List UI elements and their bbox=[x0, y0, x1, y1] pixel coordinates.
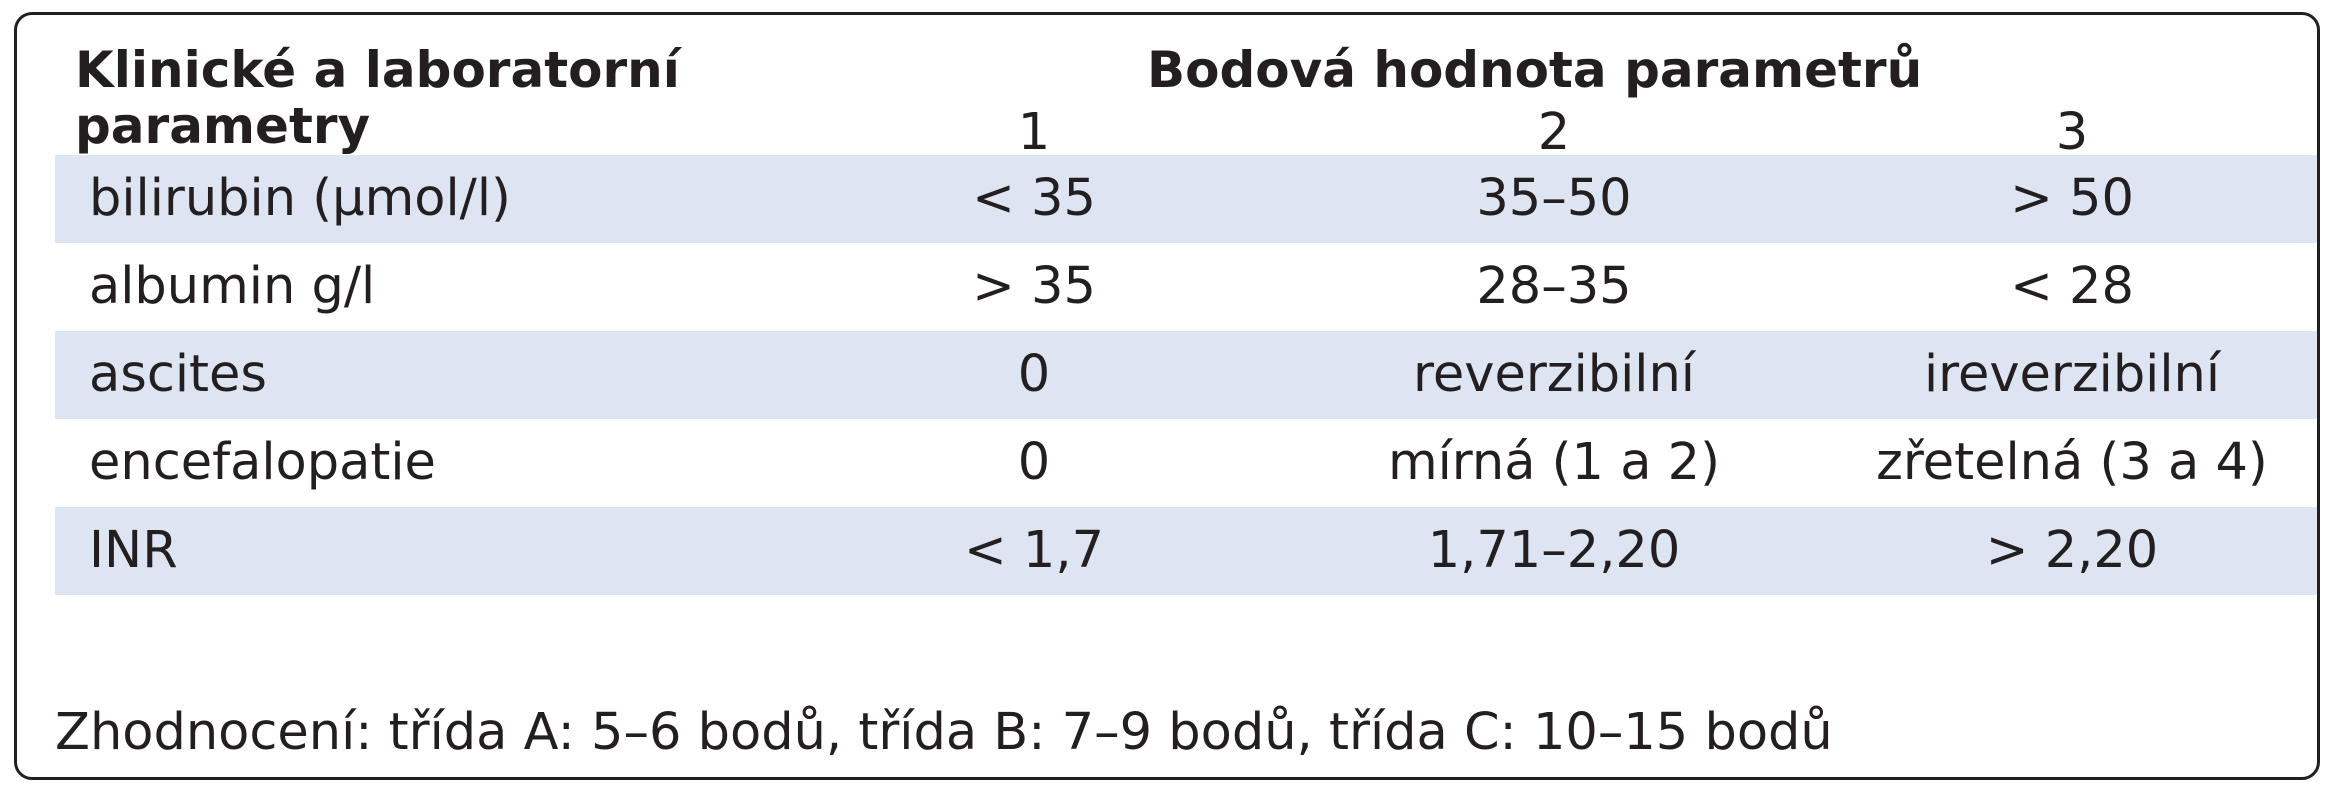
score-column-2: 2 bbox=[1537, 103, 1571, 162]
row-value-score-1: > 35 bbox=[972, 257, 1096, 316]
score-column-3: 3 bbox=[2055, 103, 2089, 162]
row-value-score-1: < 1,7 bbox=[963, 521, 1105, 580]
row-value-score-3: > 50 bbox=[2010, 169, 2134, 228]
row-value-score-3: > 2,20 bbox=[1985, 521, 2159, 580]
table-row-ascites: ascites 0 reverzibilní ireverzibilní bbox=[55, 331, 2317, 419]
row-value-score-2: 1,71–2,20 bbox=[1427, 521, 1681, 580]
param-header-line2: parametry bbox=[75, 97, 371, 155]
row-label: albumin g/l bbox=[89, 257, 376, 316]
score-column-1: 1 bbox=[1017, 103, 1051, 162]
row-value-score-1: < 35 bbox=[972, 169, 1096, 228]
evaluation-footnote: Zhodnocení: třída A: 5–6 bodů, třída B: … bbox=[55, 703, 1833, 762]
row-label: encefalopatie bbox=[89, 433, 436, 492]
row-value-score-2: 35–50 bbox=[1476, 169, 1632, 228]
row-value-score-2: mírná (1 a 2) bbox=[1387, 433, 1721, 492]
param-header-line1: Klinické a laboratorní bbox=[75, 41, 680, 99]
row-value-score-3: < 28 bbox=[2010, 257, 2134, 316]
table-frame: Klinické a laboratorní parametry Bodová … bbox=[14, 12, 2320, 780]
row-label: bilirubin (µmol/l) bbox=[89, 169, 511, 228]
table-row-encefalopatie: encefalopatie 0 mírná (1 a 2) zřetelná (… bbox=[55, 419, 2317, 507]
score-header-title: Bodová hodnota parametrů bbox=[1147, 41, 1923, 99]
row-value-score-2: reverzibilní bbox=[1413, 345, 1695, 404]
table-row-albumin: albumin g/l > 35 28–35 < 28 bbox=[55, 243, 2317, 331]
row-value-score-3: ireverzibilní bbox=[1923, 345, 2221, 404]
row-value-score-1: 0 bbox=[1017, 433, 1051, 492]
table-row-inr: INR < 1,7 1,71–2,20 > 2,20 bbox=[55, 507, 2317, 595]
row-label: ascites bbox=[89, 345, 267, 404]
table-row-bilirubin: bilirubin (µmol/l) < 35 35–50 > 50 bbox=[55, 155, 2317, 243]
row-value-score-2: 28–35 bbox=[1476, 257, 1632, 316]
row-value-score-3: zřetelná (3 a 4) bbox=[1876, 433, 2268, 492]
row-label: INR bbox=[89, 521, 178, 580]
row-value-score-1: 0 bbox=[1017, 345, 1051, 404]
